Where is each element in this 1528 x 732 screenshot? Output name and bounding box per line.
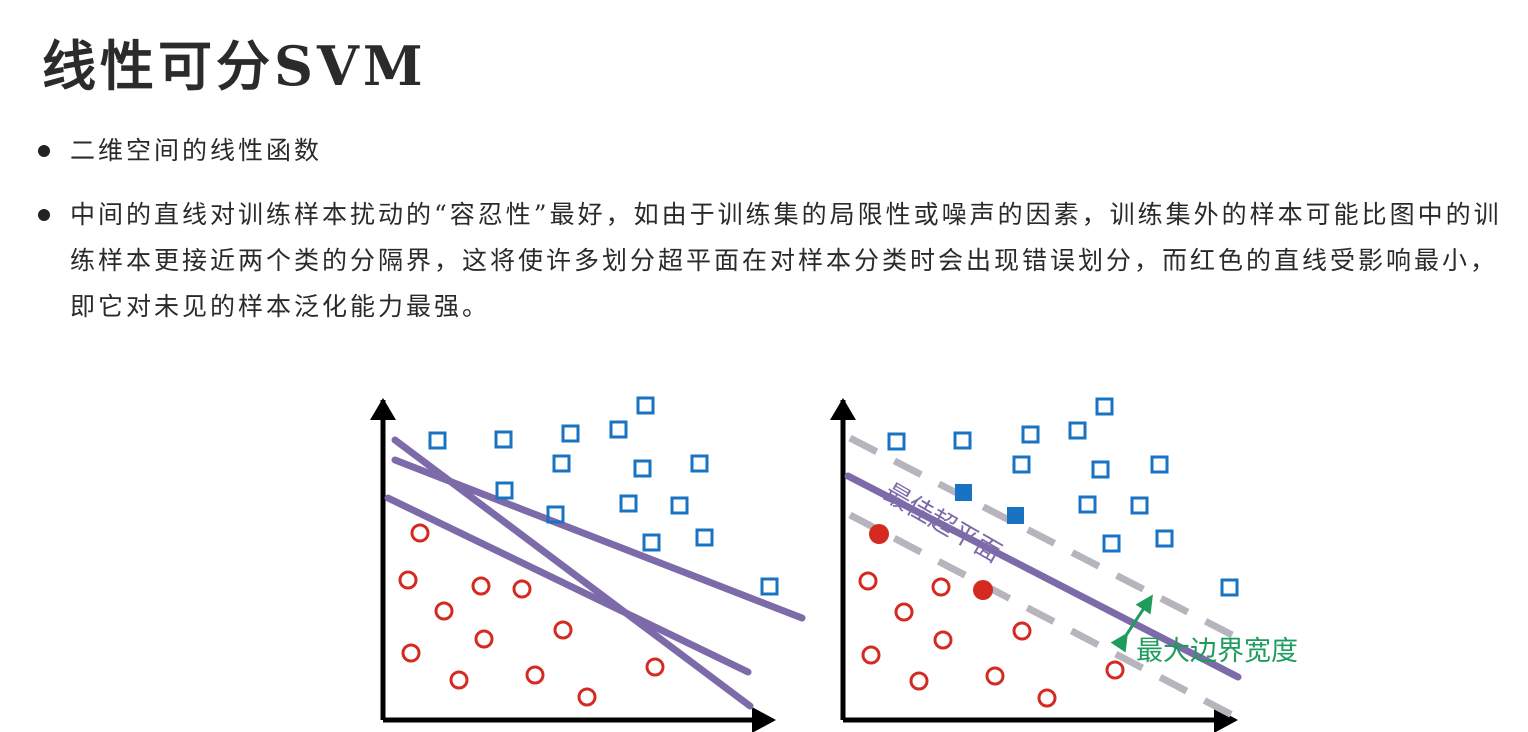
- class-circle: [1012, 621, 1032, 641]
- class-square: [636, 396, 655, 415]
- class-circle: [645, 657, 665, 677]
- class-circle: [933, 630, 953, 650]
- class-circle: [553, 620, 573, 640]
- left-separating-lines: [384, 436, 806, 710]
- class-circle: [474, 629, 494, 649]
- left-squares: [428, 396, 779, 596]
- best-hyperplane-label: 最佳超平面: [879, 478, 1007, 569]
- left-circles: [398, 523, 665, 707]
- bullet-item-2: 中间的直线对训练样本扰动的“容忍性”最好，如由于训练集的局限性或噪声的因素，训练…: [38, 192, 1508, 330]
- class-square: [642, 533, 661, 552]
- class-square: [428, 431, 447, 450]
- support-vector-circles: [869, 524, 993, 600]
- class-circle: [525, 665, 545, 685]
- class-circle: [512, 579, 532, 599]
- class-square: [552, 454, 571, 473]
- support-vector-square: [1007, 507, 1024, 524]
- class-circle: [931, 577, 951, 597]
- class-circle: [985, 666, 1005, 686]
- margin-line-lower: [848, 511, 1240, 722]
- support-vector-circle: [869, 524, 889, 544]
- class-square: [633, 459, 652, 478]
- class-square: [1091, 460, 1110, 479]
- class-square: [1155, 529, 1174, 548]
- max-margin-label: 最大边界宽度: [1136, 636, 1298, 667]
- support-vector-squares: [955, 484, 1024, 524]
- bullet-item-1: 二维空间的线性函数: [38, 128, 1508, 174]
- class-circle: [909, 671, 929, 691]
- class-square: [1130, 496, 1149, 515]
- class-circle: [471, 576, 491, 596]
- class-circle: [401, 643, 421, 663]
- class-square: [1102, 534, 1121, 553]
- margin-width-arrow: [1110, 594, 1153, 653]
- class-square: [1068, 421, 1087, 440]
- class-square: [619, 494, 638, 513]
- left-axes: [370, 398, 776, 732]
- support-vector-square: [955, 484, 972, 501]
- class-square: [546, 505, 565, 524]
- right-squares: [887, 397, 1239, 597]
- class-square: [887, 432, 906, 451]
- class-square: [1095, 397, 1114, 416]
- class-circle: [398, 570, 418, 590]
- margin-line-upper: [848, 434, 1240, 642]
- class-square: [1150, 455, 1169, 474]
- class-square: [1021, 425, 1040, 444]
- best-hyperplane-line: [844, 472, 1242, 681]
- right-axes: [830, 398, 1238, 732]
- class-square: [1012, 455, 1031, 474]
- slide-title: 线性可分SVM: [42, 34, 427, 98]
- class-square: [670, 496, 689, 515]
- class-square: [760, 577, 779, 596]
- left-plot: [370, 396, 806, 732]
- class-square: [1220, 578, 1239, 597]
- class-square: [953, 431, 972, 450]
- class-circle: [1105, 660, 1125, 680]
- class-square: [561, 424, 580, 443]
- margin-lines: [848, 434, 1240, 722]
- class-circle: [1037, 688, 1057, 708]
- separating-line: [384, 494, 752, 676]
- class-circle: [858, 571, 878, 591]
- class-square: [494, 430, 513, 449]
- class-square: [695, 528, 714, 547]
- class-circle: [449, 670, 469, 690]
- class-circle: [894, 602, 914, 622]
- support-vector-circle: [973, 580, 993, 600]
- class-square: [495, 481, 514, 500]
- class-square: [1078, 495, 1097, 514]
- class-square: [690, 454, 709, 473]
- right-circles: [858, 571, 1125, 708]
- class-square: [609, 420, 628, 439]
- class-circle: [861, 645, 881, 665]
- separating-line: [391, 456, 806, 622]
- right-plot: 最佳超平面 最大边界宽度: [830, 397, 1298, 732]
- class-circle: [410, 523, 430, 543]
- bullet-list: 二维空间的线性函数 中间的直线对训练样本扰动的“容忍性”最好，如由于训练集的局限…: [38, 128, 1508, 330]
- class-circle: [577, 687, 597, 707]
- class-circle: [434, 601, 454, 621]
